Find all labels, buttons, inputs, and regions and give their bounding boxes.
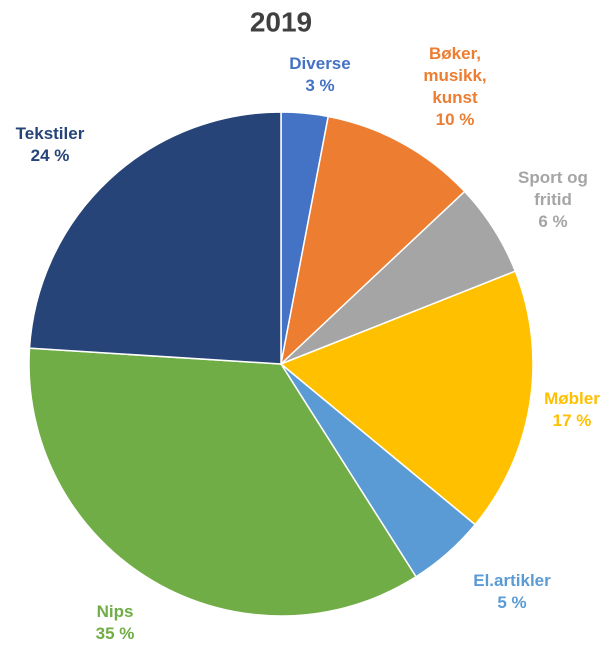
category-label: Tekstiler [15,124,85,143]
pie-slice [28,347,418,617]
category-label: El.artikler [473,571,551,590]
value-label: 35 % [95,624,135,643]
value-label: 24 % [30,146,70,165]
pie-slice [279,270,534,526]
category-label: Diverse [289,54,351,73]
value-label: 5 % [497,593,527,612]
pie-slice [28,111,282,365]
value-label: 6 % [538,212,568,231]
value-label: 3 % [305,76,335,95]
slice-label: Møbler 17 % [527,388,608,432]
slice-label: Nips 35 % [75,601,155,645]
slice-label: El.artikler 5 % [452,570,572,614]
slice-label: Diverse 3 % [275,53,365,97]
category-label: Møbler [544,389,600,408]
category-label: Nips [96,602,134,621]
chart-title: 2019 [250,6,312,37]
category-label: Sport og fritid [518,168,588,209]
value-label: 10 % [435,110,475,129]
pie-slice [279,115,466,367]
slice-label: Bøker, musikk, kunst 10 % [418,43,493,131]
value-label: 17 % [552,411,592,430]
category-label: Bøker, musikk, kunst [423,44,487,107]
slice-label: Tekstiler 24 % [0,123,100,167]
slice-label: Sport og fritid 6 % [508,167,598,233]
